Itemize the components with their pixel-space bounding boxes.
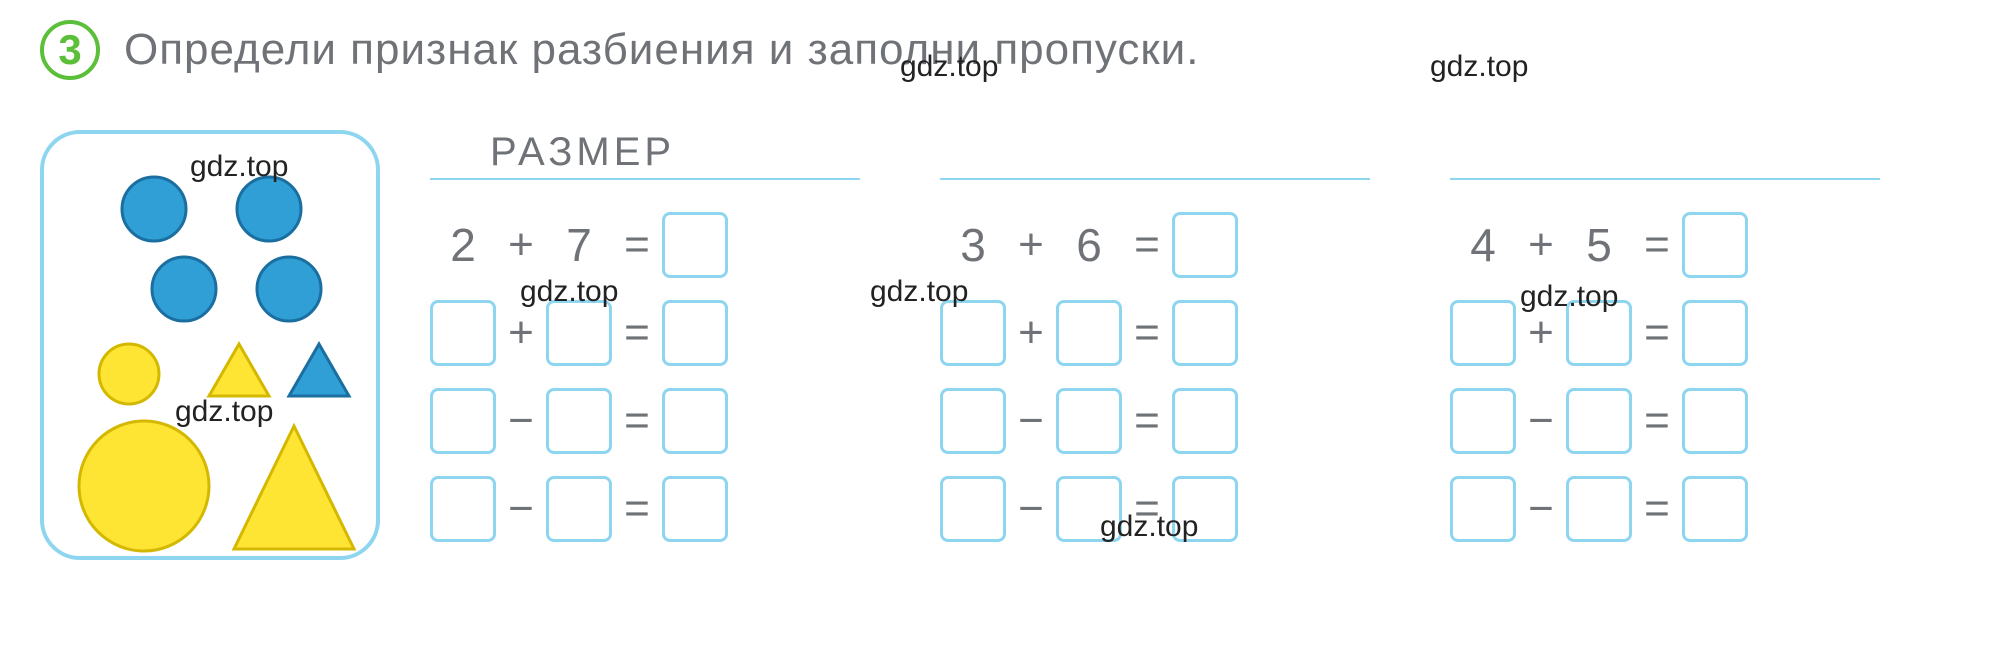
equation-column: РАЗМЕР2+7=+=−=−= bbox=[430, 130, 860, 562]
operator: − bbox=[496, 388, 546, 454]
answer-box[interactable] bbox=[1566, 476, 1632, 542]
operator: + bbox=[1006, 212, 1056, 278]
answer-box[interactable] bbox=[662, 476, 728, 542]
number: 6 bbox=[1056, 212, 1122, 278]
instruction-text: Определи признак разбиения и заполни про… bbox=[124, 25, 1200, 75]
answer-box[interactable] bbox=[430, 300, 496, 366]
triangle-shape bbox=[289, 344, 349, 396]
operator: − bbox=[1516, 476, 1566, 542]
operator: = bbox=[1632, 476, 1682, 542]
number: 5 bbox=[1566, 212, 1632, 278]
operator: − bbox=[1516, 388, 1566, 454]
operator: = bbox=[612, 212, 662, 278]
answer-box[interactable] bbox=[1450, 300, 1516, 366]
operator: = bbox=[1632, 388, 1682, 454]
equation-row: −= bbox=[1450, 474, 1880, 544]
operator: + bbox=[496, 212, 546, 278]
number: 7 bbox=[546, 212, 612, 278]
answer-box[interactable] bbox=[430, 388, 496, 454]
answer-box[interactable] bbox=[1682, 300, 1748, 366]
triangle-shape bbox=[209, 344, 269, 396]
answer-box[interactable] bbox=[1172, 388, 1238, 454]
shape-card bbox=[40, 130, 380, 560]
equation-row: += bbox=[1450, 298, 1880, 368]
column-title bbox=[1450, 130, 1880, 180]
answer-box[interactable] bbox=[662, 300, 728, 366]
shapes-svg bbox=[44, 134, 384, 564]
answer-box[interactable] bbox=[1450, 476, 1516, 542]
circle-shape bbox=[99, 344, 159, 404]
header-row: 3 Определи признак разбиения и заполни п… bbox=[40, 20, 1951, 80]
operator: = bbox=[612, 388, 662, 454]
answer-box[interactable] bbox=[1056, 300, 1122, 366]
operator: = bbox=[1122, 300, 1172, 366]
answer-box[interactable] bbox=[1682, 476, 1748, 542]
equation-row: −= bbox=[430, 386, 860, 456]
task-number-badge: 3 bbox=[40, 20, 100, 80]
number: 3 bbox=[940, 212, 1006, 278]
operator: = bbox=[612, 476, 662, 542]
equation-columns: РАЗМЕР2+7=+=−=−=3+6=+=−=−=4+5=+=−=−= bbox=[430, 130, 1951, 562]
operator: = bbox=[1122, 476, 1172, 542]
operator: = bbox=[1122, 212, 1172, 278]
triangle-shape bbox=[234, 426, 354, 549]
circle-shape bbox=[79, 421, 209, 551]
column-title: РАЗМЕР bbox=[430, 130, 860, 180]
answer-box[interactable] bbox=[1682, 388, 1748, 454]
equation-row: −= bbox=[940, 474, 1370, 544]
answer-box[interactable] bbox=[1566, 300, 1632, 366]
operator: + bbox=[1006, 300, 1056, 366]
circle-shape bbox=[237, 177, 301, 241]
answer-box[interactable] bbox=[662, 212, 728, 278]
equation-row: −= bbox=[430, 474, 860, 544]
circle-shape bbox=[257, 257, 321, 321]
equation-row: −= bbox=[940, 386, 1370, 456]
answer-box[interactable] bbox=[1566, 388, 1632, 454]
operator: = bbox=[1632, 300, 1682, 366]
content-row: РАЗМЕР2+7=+=−=−=3+6=+=−=−=4+5=+=−=−= bbox=[40, 130, 1951, 562]
equation-row: 4+5= bbox=[1450, 210, 1880, 280]
answer-box[interactable] bbox=[546, 300, 612, 366]
circle-shape bbox=[152, 257, 216, 321]
operator: = bbox=[1632, 212, 1682, 278]
answer-box[interactable] bbox=[546, 388, 612, 454]
operator: − bbox=[1006, 476, 1056, 542]
circle-shape bbox=[122, 177, 186, 241]
equation-column: 3+6=+=−=−= bbox=[940, 130, 1370, 562]
operator: + bbox=[1516, 212, 1566, 278]
task-number: 3 bbox=[58, 26, 81, 74]
operator: + bbox=[496, 300, 546, 366]
number: 2 bbox=[430, 212, 496, 278]
answer-box[interactable] bbox=[1056, 388, 1122, 454]
answer-box[interactable] bbox=[1172, 300, 1238, 366]
column-title bbox=[940, 130, 1370, 180]
operator: + bbox=[1516, 300, 1566, 366]
answer-box[interactable] bbox=[1056, 476, 1122, 542]
answer-box[interactable] bbox=[1172, 476, 1238, 542]
answer-box[interactable] bbox=[1682, 212, 1748, 278]
operator: − bbox=[1006, 388, 1056, 454]
operator: − bbox=[496, 476, 546, 542]
answer-box[interactable] bbox=[940, 300, 1006, 366]
answer-box[interactable] bbox=[430, 476, 496, 542]
answer-box[interactable] bbox=[940, 476, 1006, 542]
equation-row: 3+6= bbox=[940, 210, 1370, 280]
equation-row: −= bbox=[1450, 386, 1880, 456]
operator: = bbox=[612, 300, 662, 366]
answer-box[interactable] bbox=[1172, 212, 1238, 278]
answer-box[interactable] bbox=[1450, 388, 1516, 454]
worksheet-page: 3 Определи признак разбиения и заполни п… bbox=[0, 0, 1991, 662]
equation-row: += bbox=[940, 298, 1370, 368]
answer-box[interactable] bbox=[940, 388, 1006, 454]
answer-box[interactable] bbox=[662, 388, 728, 454]
equation-row: += bbox=[430, 298, 860, 368]
number: 4 bbox=[1450, 212, 1516, 278]
equation-column: 4+5=+=−=−= bbox=[1450, 130, 1880, 562]
equation-row: 2+7= bbox=[430, 210, 860, 280]
operator: = bbox=[1122, 388, 1172, 454]
answer-box[interactable] bbox=[546, 476, 612, 542]
